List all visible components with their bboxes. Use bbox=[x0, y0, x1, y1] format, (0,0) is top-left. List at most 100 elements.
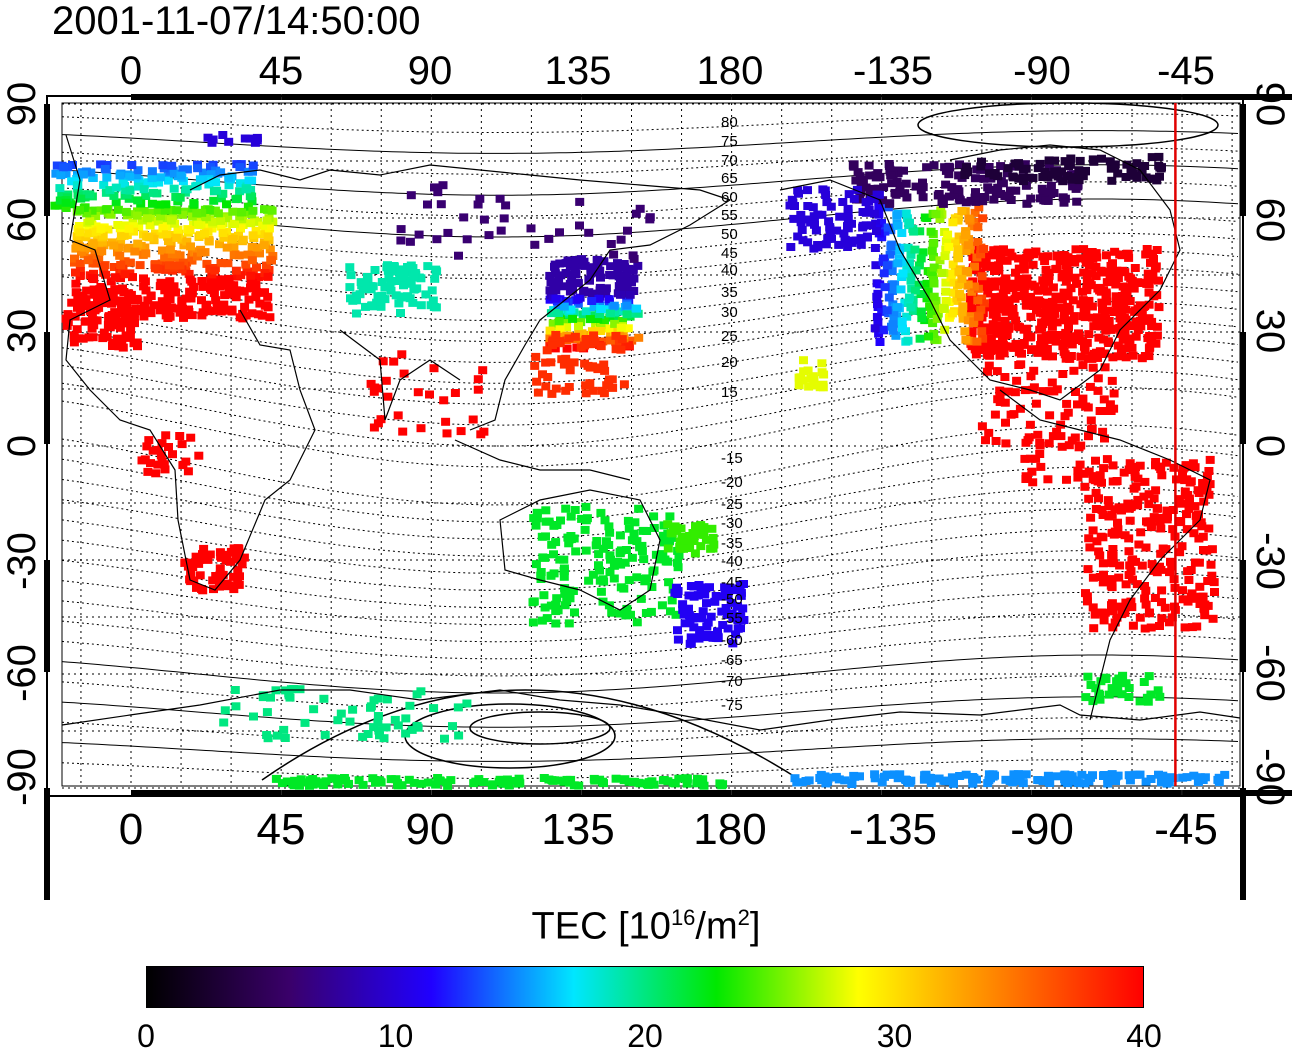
tec-cell-iberia bbox=[117, 317, 127, 326]
tec-cell-europe bbox=[228, 235, 238, 243]
tec-cell-us-west bbox=[969, 317, 979, 326]
tec-cell-europe-north bbox=[216, 194, 226, 203]
tec-cell-europe bbox=[229, 251, 239, 260]
tec-cell-alaska bbox=[844, 190, 854, 199]
tec-cell-japan bbox=[606, 262, 616, 271]
tec-cell-antarctic-atlantic bbox=[1135, 770, 1145, 779]
tec-cell-australia bbox=[570, 608, 579, 617]
tec-cell-south-america bbox=[1191, 511, 1201, 520]
tec-cell-us-east bbox=[1035, 297, 1045, 306]
tec-cell-japan bbox=[551, 282, 561, 291]
tec-cell-caribbean bbox=[1109, 404, 1119, 413]
tec-cell-alaska bbox=[803, 202, 813, 210]
tec-cell-us-east bbox=[1076, 300, 1086, 309]
tec-cell-japan bbox=[604, 324, 614, 333]
tec-cell-south-america bbox=[1154, 462, 1164, 471]
tec-cell-south-asia bbox=[441, 417, 451, 426]
tec-cell-japan bbox=[632, 304, 642, 313]
tec-cell-us-east bbox=[1055, 331, 1065, 340]
tec-cell-new-zealand bbox=[694, 581, 704, 589]
tec-cell-japan bbox=[554, 276, 564, 285]
tec-cell-us-east bbox=[1036, 341, 1046, 349]
tec-cell-australia bbox=[613, 557, 623, 566]
colorbar-title-suffix: ] bbox=[749, 905, 761, 948]
tec-cell-south-america bbox=[1149, 566, 1159, 575]
tec-cell-china bbox=[416, 274, 426, 283]
tec-cell-south-america bbox=[1152, 504, 1162, 513]
tec-cell-us-east bbox=[1113, 274, 1123, 282]
tec-cell-europe bbox=[153, 229, 163, 238]
tec-cell-europe bbox=[115, 251, 125, 260]
tec-cell-pacific-west bbox=[617, 335, 627, 344]
tec-cell-south-africa bbox=[239, 553, 249, 562]
tec-cell-antarctic-atlantic bbox=[1008, 778, 1018, 787]
tec-cell-coral-sea bbox=[663, 520, 673, 529]
tec-cell-us-east bbox=[1069, 312, 1079, 321]
tec-cell-antarctic-atlantic bbox=[893, 774, 903, 783]
tec-cell-us-east bbox=[1147, 322, 1157, 330]
tec-cell-us-west bbox=[879, 254, 888, 263]
tec-cell-pacific-west bbox=[531, 352, 541, 361]
tec-cell-europe bbox=[219, 300, 229, 309]
tec-cell-siberia bbox=[423, 200, 432, 209]
tec-cell-china bbox=[360, 278, 370, 287]
bottom-scale-bar bbox=[581, 790, 732, 796]
tec-cell-japan bbox=[545, 271, 555, 280]
colorbar-title: TEC [1016/m2] bbox=[0, 905, 1292, 949]
tec-cell-us-west bbox=[958, 314, 968, 323]
tec-cell-europe bbox=[182, 237, 192, 246]
tec-cell-us-west bbox=[943, 230, 953, 239]
tec-cell-europe-north bbox=[235, 163, 245, 172]
tec-cell-south-america bbox=[1175, 548, 1185, 557]
tec-cell-us-east bbox=[1128, 351, 1138, 360]
tec-cell-europe bbox=[146, 291, 156, 300]
contour-line bbox=[61, 675, 1239, 711]
tec-cell-southern-ocean bbox=[393, 721, 403, 730]
tec-cell-west-africa bbox=[146, 459, 155, 468]
tec-cell-south-america bbox=[1127, 556, 1137, 565]
tec-cell-europe bbox=[251, 287, 261, 296]
tec-cell-japan bbox=[613, 264, 623, 273]
tec-cell-europe bbox=[143, 296, 153, 305]
tec-cell-europe bbox=[263, 292, 273, 301]
tec-cell-new-zealand bbox=[685, 618, 695, 627]
tec-cell-south-america bbox=[1183, 597, 1193, 606]
tec-cell-iberia bbox=[62, 321, 72, 330]
tec-cell-japan bbox=[609, 301, 619, 310]
tec-cell-us-east bbox=[1047, 297, 1057, 306]
tec-cell-pacific-west bbox=[585, 379, 595, 388]
tec-cell-southern-ocean bbox=[279, 725, 289, 734]
tec-cell-us-east bbox=[1021, 275, 1031, 284]
tec-cell-europe bbox=[215, 240, 224, 249]
tec-cell-us-east bbox=[1144, 300, 1154, 309]
tec-cell-us-east bbox=[991, 313, 1001, 322]
tec-cell-europe-north bbox=[56, 171, 66, 180]
tec-cell-south-america bbox=[1102, 455, 1112, 464]
tec-cell-south-america bbox=[1167, 613, 1177, 622]
tec-cell-australia bbox=[581, 502, 591, 511]
tec-cell-us-east bbox=[1008, 284, 1018, 292]
tec-cell-japan bbox=[562, 344, 572, 353]
tec-cell-antarctic-atlantic bbox=[855, 772, 864, 781]
tec-cell-europe bbox=[198, 308, 208, 317]
tec-cell-south-america bbox=[1178, 469, 1187, 478]
tec-cell-europe bbox=[206, 276, 216, 285]
tec-cell-us-east bbox=[1120, 329, 1130, 338]
tec-cell-arctic-canada bbox=[1107, 176, 1117, 185]
tec-cell-us-east bbox=[1017, 349, 1026, 358]
tec-cell-australia bbox=[615, 547, 625, 556]
tec-cell-australia bbox=[532, 510, 542, 519]
tec-cell-us-east bbox=[1146, 335, 1156, 344]
tec-cell-south-africa bbox=[186, 568, 196, 577]
tec-cell-europe-north bbox=[115, 171, 125, 180]
tec-cell-europe-north bbox=[235, 187, 245, 196]
tec-cell-us-east bbox=[1043, 252, 1053, 261]
tec-cell-iberia bbox=[126, 326, 136, 334]
tec-cell-new-zealand bbox=[711, 592, 721, 600]
tec-cell-us-west bbox=[960, 327, 970, 336]
tec-cell-us-west bbox=[875, 338, 885, 346]
tec-cell-south-america bbox=[1166, 557, 1175, 566]
tec-cell-us-west bbox=[918, 248, 928, 257]
tec-cell-europe bbox=[241, 260, 251, 269]
tec-cell-arctic-canada bbox=[1014, 162, 1024, 171]
